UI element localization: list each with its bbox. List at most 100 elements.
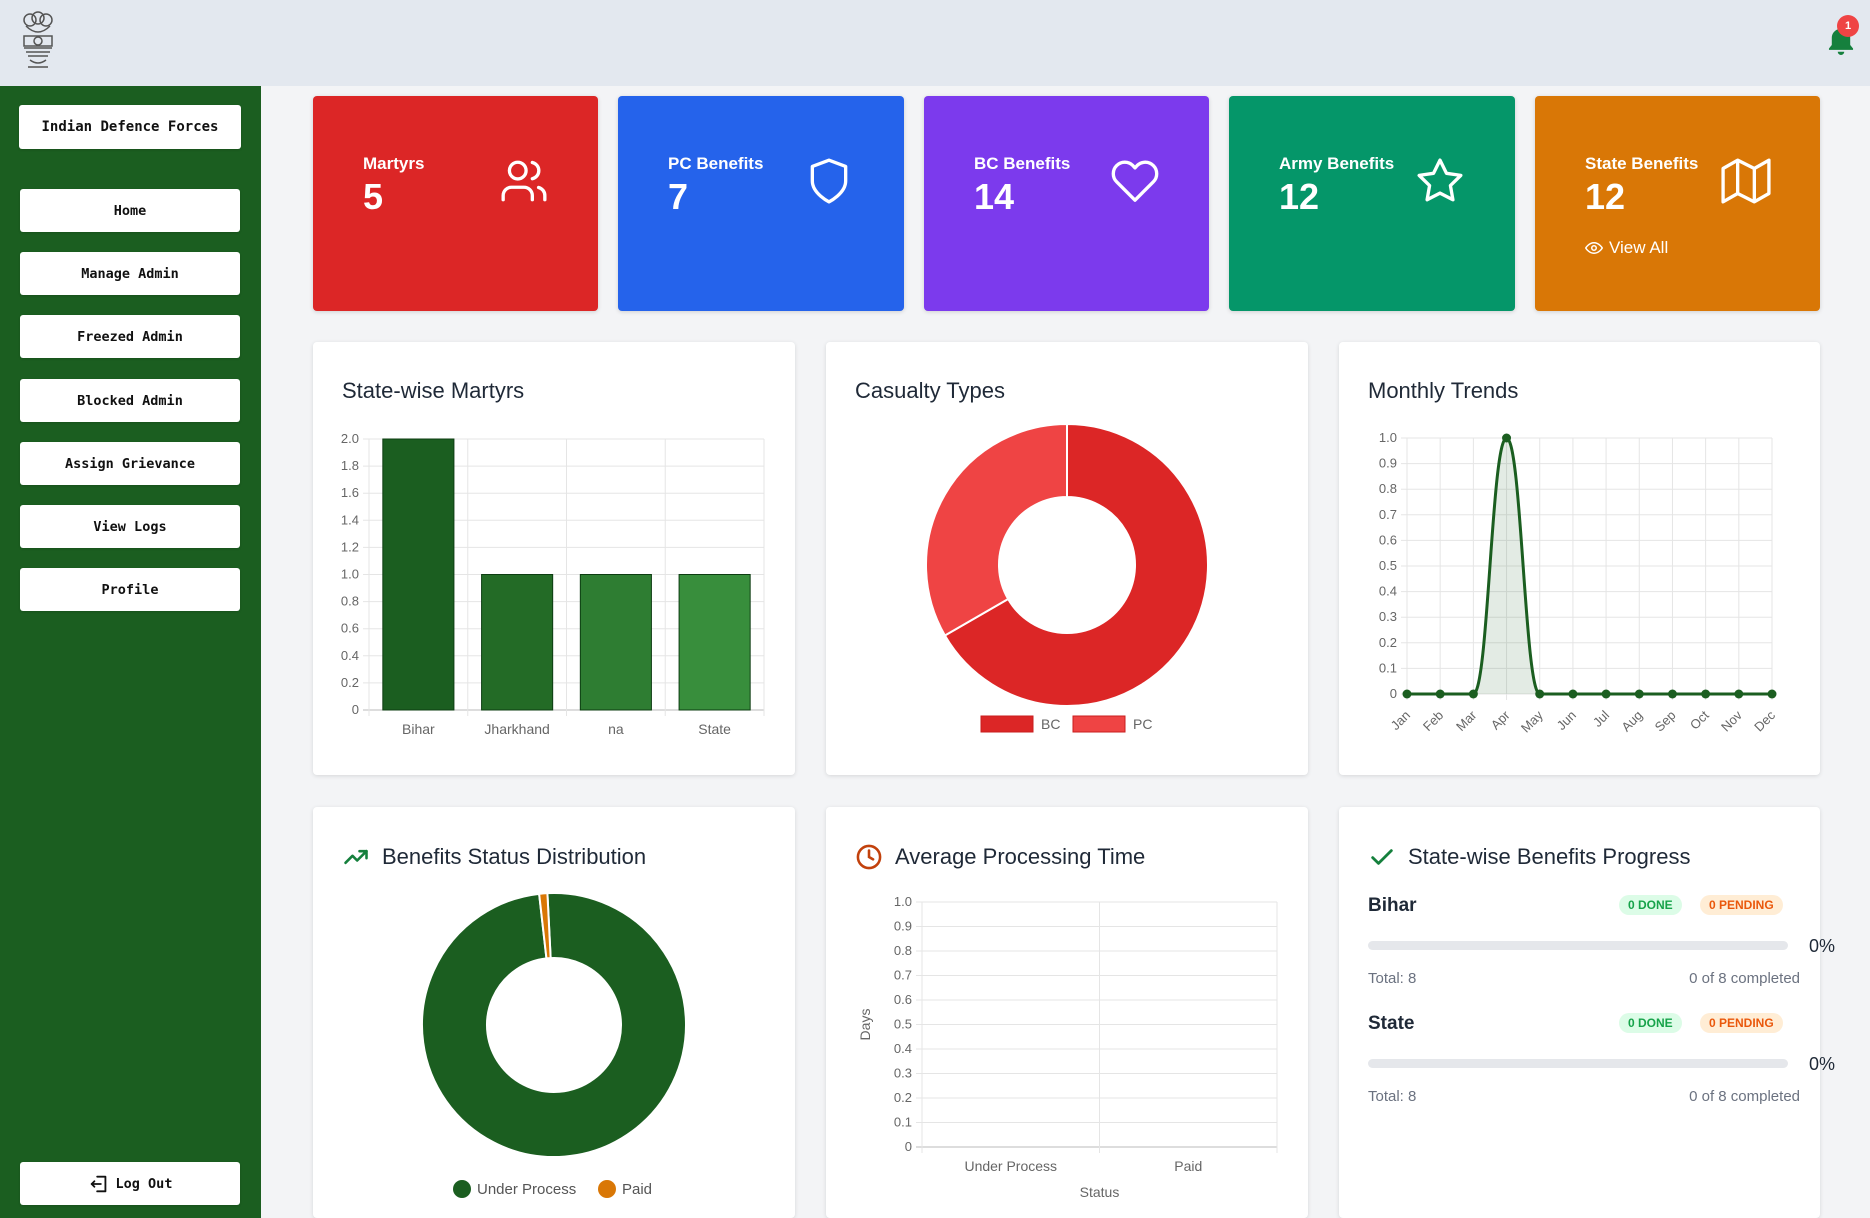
x-tick-label: Bihar — [402, 721, 435, 737]
progress-percent: 0% — [1808, 936, 1835, 956]
sidebar-item-freezed-admin[interactable]: Freezed Admin — [20, 315, 240, 358]
stat-card-state-benefits[interactable]: State Benefits 12 View All — [1535, 96, 1820, 311]
x-tick-label: Dec — [1751, 707, 1778, 734]
data-point — [1568, 689, 1578, 699]
y-tick-label: 0.4 — [341, 648, 359, 663]
data-point — [1767, 689, 1777, 699]
data-point — [1701, 689, 1711, 699]
data-point — [1601, 689, 1611, 699]
pie-slice — [943, 422, 1209, 707]
status-distribution-chart: Under Process Paid — [421, 892, 687, 1198]
x-tick-label: Jharkhand — [484, 721, 549, 737]
state-martyrs-chart: 0 0.2 0.4 0.6 0.8 1.0 1.2 1.4 1.6 1.8 2.0 Bihar Jhar… — [341, 431, 765, 737]
view-all-label: View All — [1609, 238, 1669, 257]
x-tick-label: Feb — [1420, 708, 1446, 734]
data-point — [1734, 689, 1744, 699]
eye-icon — [1585, 241, 1603, 255]
x-tick-label: May — [1518, 707, 1546, 735]
y-tick-label: 0.5 — [1379, 558, 1397, 573]
progress-bar — [1368, 1059, 1788, 1068]
progress-total: Total: 8 — [1368, 970, 1417, 987]
data-point — [1402, 689, 1412, 699]
data-point — [1667, 689, 1677, 699]
y-tick-label: 0.2 — [894, 1090, 912, 1105]
line-area — [1407, 438, 1772, 694]
x-tick-label: Mar — [1453, 707, 1480, 734]
y-axis-title: Days — [857, 1009, 873, 1041]
sidebar-item-assign-grievance[interactable]: Assign Grievance — [20, 442, 240, 485]
bar — [481, 574, 554, 711]
y-tick-label: 1.4 — [341, 512, 359, 527]
stat-value: 12 — [1585, 176, 1626, 217]
stat-card-bc-benefits[interactable]: BC Benefits 14 — [924, 96, 1209, 311]
y-tick-label: 0.3 — [894, 1066, 912, 1081]
stat-label: PC Benefits — [668, 154, 764, 173]
panel-title: Benefits Status Distribution — [342, 843, 646, 871]
y-tick-label: 0.8 — [1379, 481, 1397, 496]
panel-title-text: State-wise Benefits Progress — [1408, 844, 1691, 869]
monthly-trends-panel: Monthly Trends 0 0.1 0.2 0.3 0.4 0.5 0.6 0.7 0.8… — [1339, 342, 1820, 775]
legend-label: Paid — [622, 1181, 652, 1198]
legend-swatch — [598, 1180, 616, 1198]
y-tick-label: 0.5 — [894, 1017, 912, 1032]
y-tick-label: 1.0 — [894, 894, 912, 909]
x-tick-label: na — [608, 721, 624, 737]
state-martyrs-panel: State-wise Martyrs 0 0.2 0.4 0.6 0.8 1.0 1.2 1.… — [313, 342, 795, 775]
view-all-link[interactable]: View All — [1585, 238, 1668, 258]
x-tick-label: Jun — [1554, 708, 1579, 733]
stat-card-martyrs[interactable]: Martyrs 5 — [313, 96, 598, 311]
sidebar-item-manage-admin[interactable]: Manage Admin — [20, 252, 240, 295]
bar — [579, 574, 652, 711]
status-distribution-panel: Benefits Status Distribution Under Proce… — [313, 807, 795, 1218]
notification-badge: 1 — [1837, 15, 1859, 37]
progress-bar — [1368, 941, 1788, 950]
panel-title: Casualty Types — [855, 378, 1006, 403]
x-tick-label: State — [698, 721, 731, 737]
legend-swatch — [1072, 715, 1126, 733]
x-tick-label: Apr — [1488, 707, 1513, 732]
x-axis-title: Status — [1080, 1184, 1120, 1200]
x-tick-label: Paid — [1174, 1158, 1202, 1174]
y-tick-label: 0.9 — [894, 919, 912, 934]
legend-swatch — [980, 715, 1034, 733]
logout-button[interactable]: Log Out — [20, 1162, 240, 1205]
brand-button[interactable]: Indian Defence Forces — [19, 105, 241, 149]
x-tick-label: Jul — [1590, 707, 1612, 729]
y-tick-label: 0.9 — [1379, 456, 1397, 471]
progress-total: Total: 8 — [1368, 1088, 1417, 1105]
y-tick-label: 0.1 — [1379, 660, 1397, 675]
progress-completed: 0 of 8 completed — [1689, 1088, 1800, 1105]
data-point — [1502, 433, 1512, 443]
y-tick-label: 0.7 — [1379, 507, 1397, 522]
pie-slice — [421, 892, 687, 1158]
progress-state-name: Bihar — [1368, 895, 1417, 916]
pie-slice — [538, 892, 552, 960]
panel-title: State-wise Martyrs — [342, 378, 525, 403]
x-tick-label: Aug — [1618, 708, 1645, 735]
legend-label: BC — [1041, 716, 1060, 732]
y-tick-label: 0.8 — [341, 594, 359, 609]
stat-card-army-benefits[interactable]: Army Benefits 12 — [1229, 96, 1515, 311]
y-tick-label: 2.0 — [341, 431, 359, 446]
casualty-types-panel: Casualty Types BC PC — [826, 342, 1308, 775]
sidebar-item-blocked-admin[interactable]: Blocked Admin — [20, 379, 240, 422]
y-tick-label: 0.4 — [1379, 584, 1397, 599]
logout-label: Log Out — [115, 1175, 173, 1192]
done-badge: 0 DONE — [1619, 1013, 1682, 1033]
y-tick-label: 0.1 — [894, 1115, 912, 1130]
y-tick-label: 1.6 — [341, 485, 359, 500]
y-tick-label: 1.2 — [341, 539, 359, 554]
stat-card-pc-benefits[interactable]: PC Benefits 7 — [618, 96, 904, 311]
sidebar-item-view-logs[interactable]: View Logs — [20, 505, 240, 548]
y-tick-label: 0.4 — [894, 1041, 912, 1056]
sidebar-item-profile[interactable]: Profile — [20, 568, 240, 611]
x-tick-label: Under Process — [964, 1158, 1057, 1174]
y-tick-label: 0.3 — [1379, 609, 1397, 624]
y-tick-label: 1.8 — [341, 458, 359, 473]
heart-icon — [1111, 160, 1159, 202]
data-point — [1634, 689, 1644, 699]
sidebar-item-home[interactable]: Home — [20, 189, 240, 232]
shield-icon — [810, 158, 848, 204]
data-point — [1535, 689, 1545, 699]
panel-title: Average Processing Time — [855, 843, 1145, 871]
